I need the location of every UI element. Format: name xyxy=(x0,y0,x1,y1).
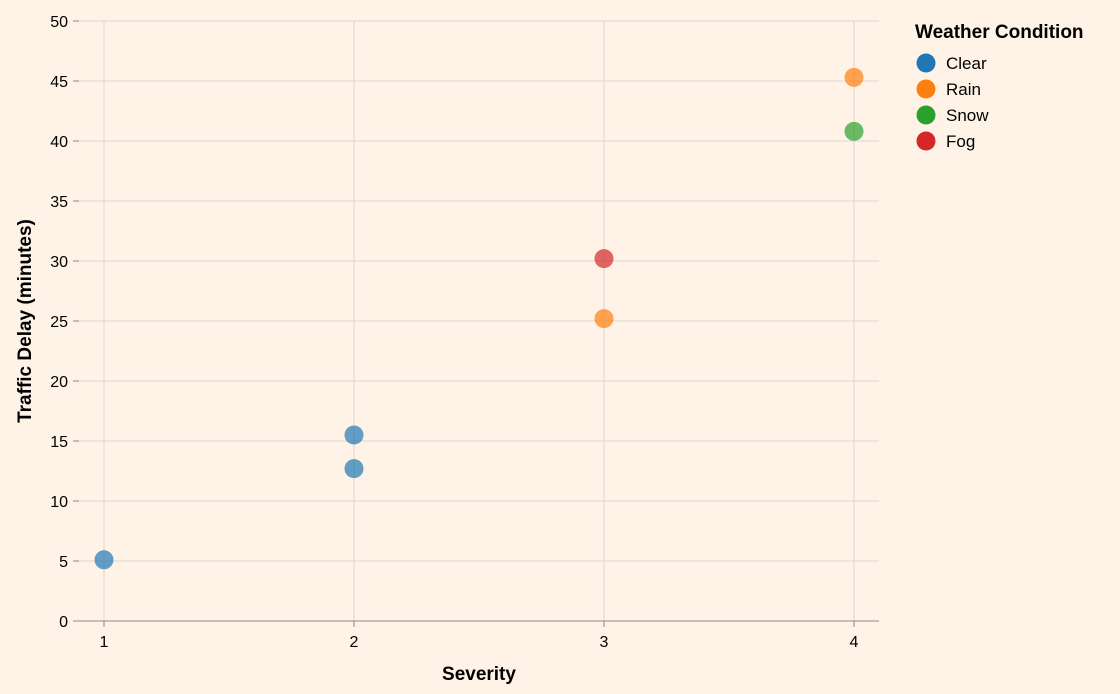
x-tick-label: 4 xyxy=(850,634,859,651)
point-clear xyxy=(94,550,114,570)
point-clear xyxy=(344,425,364,445)
point-snow xyxy=(844,121,864,141)
x-axis-title: Severity xyxy=(442,664,516,685)
y-tick-label: 25 xyxy=(50,314,68,331)
y-tick-label: 40 xyxy=(50,134,68,151)
legend: Weather Condition Clear Rain Snow Fog xyxy=(915,22,1084,151)
point-rain xyxy=(594,309,614,329)
legend-swatch-snow xyxy=(916,105,936,125)
y-tick-label: 5 xyxy=(59,554,68,571)
legend-label-fog: Fog xyxy=(946,132,975,151)
point-clear xyxy=(344,459,364,479)
gridlines xyxy=(79,20,879,622)
y-axis-title: Traffic Delay (minutes) xyxy=(15,219,36,423)
legend-label-rain: Rain xyxy=(946,80,981,99)
y-tick-label: 30 xyxy=(50,254,68,271)
legend-swatch-rain xyxy=(916,79,936,99)
axes: 0 5 10 15 20 25 30 35 40 45 50 1 2 3 4 xyxy=(50,14,879,651)
legend-label-snow: Snow xyxy=(946,106,989,125)
legend-swatch-clear xyxy=(916,53,936,73)
y-tick-label: 45 xyxy=(50,74,68,91)
y-tick-label: 0 xyxy=(59,614,68,631)
x-tick-label: 3 xyxy=(600,634,609,651)
y-tick-label: 20 xyxy=(50,374,68,391)
legend-swatch-fog xyxy=(916,131,936,151)
legend-title: Weather Condition xyxy=(915,22,1084,43)
legend-label-clear: Clear xyxy=(946,54,987,73)
x-tick-label: 1 xyxy=(100,634,109,651)
y-tick-label: 10 xyxy=(50,494,68,511)
x-tick-label: 2 xyxy=(350,634,359,651)
data-points xyxy=(94,67,864,570)
y-tick-label: 50 xyxy=(50,14,68,31)
y-tick-label: 35 xyxy=(50,194,68,211)
point-rain xyxy=(844,67,864,87)
point-fog xyxy=(594,249,614,269)
y-tick-label: 15 xyxy=(50,434,68,451)
